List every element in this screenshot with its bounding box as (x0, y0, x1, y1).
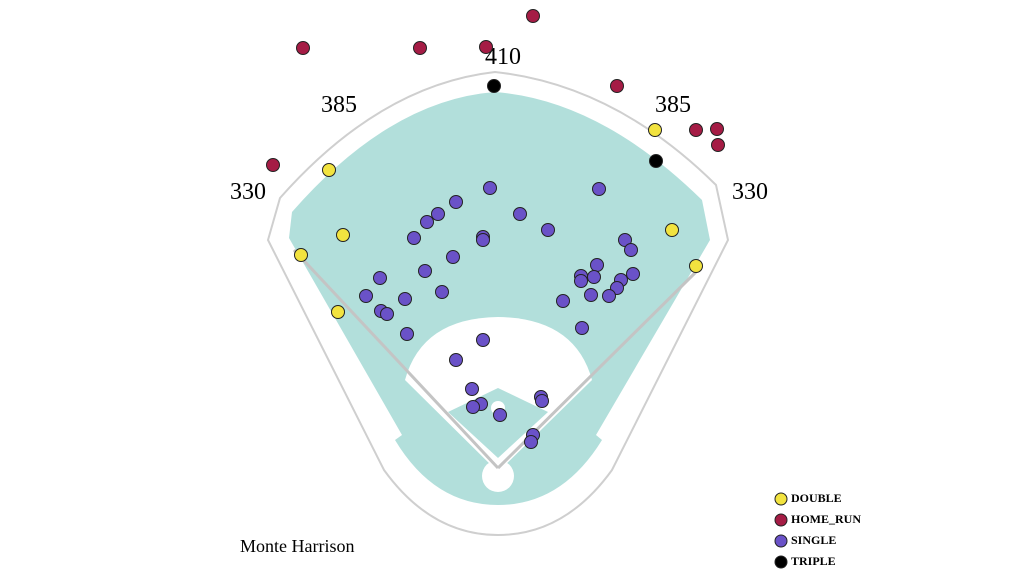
hit-point (541, 223, 555, 237)
legend-marker (774, 513, 788, 527)
hit-point (322, 163, 336, 177)
hit-point (435, 285, 449, 299)
distance-label: 330 (230, 179, 266, 205)
legend-label: HOME_RUN (791, 512, 861, 526)
hit-point (446, 250, 460, 264)
hit-point (610, 79, 624, 93)
hit-point (526, 9, 540, 23)
hit-point (476, 233, 490, 247)
hit-point (711, 138, 725, 152)
hit-point (420, 215, 434, 229)
hit-point (524, 435, 538, 449)
hit-point (449, 195, 463, 209)
hit-point (465, 382, 479, 396)
legend-marker (774, 555, 788, 569)
hit-point (487, 79, 501, 93)
distance-label: 385 (655, 92, 691, 118)
player-name: Monte Harrison (240, 536, 354, 556)
hit-point (431, 207, 445, 221)
hit-point (689, 123, 703, 137)
hit-point (296, 41, 310, 55)
legend-marker (774, 534, 788, 548)
hit-point (418, 264, 432, 278)
hit-point (648, 123, 662, 137)
hit-point (587, 270, 601, 284)
home-plate-area (482, 460, 514, 492)
hit-point (476, 333, 490, 347)
hit-point (479, 40, 493, 54)
hit-point (336, 228, 350, 242)
hit-point (398, 292, 412, 306)
hit-point (689, 259, 703, 273)
hit-point (649, 154, 663, 168)
hit-point (624, 243, 638, 257)
hit-point (373, 271, 387, 285)
hit-point (602, 289, 616, 303)
foul-line (292, 248, 500, 470)
hit-point (266, 158, 280, 172)
hit-point (574, 274, 588, 288)
legend-label: TRIPLE (791, 554, 836, 568)
hit-point (626, 267, 640, 281)
distance-label: 330 (732, 179, 768, 205)
hit-point (407, 231, 421, 245)
hit-point (380, 307, 394, 321)
hit-point (575, 321, 589, 335)
distance-label: 385 (321, 92, 357, 118)
hit-point (535, 394, 549, 408)
hit-point (359, 289, 373, 303)
hit-point (710, 122, 724, 136)
legend-marker (774, 492, 788, 506)
hit-point (449, 353, 463, 367)
hit-point (556, 294, 570, 308)
hit-point (483, 181, 497, 195)
hit-point (665, 223, 679, 237)
hit-point (493, 408, 507, 422)
legend-label: DOUBLE (791, 491, 842, 505)
outfield-grass (289, 92, 710, 505)
hit-point (513, 207, 527, 221)
hit-point (466, 400, 480, 414)
legend-label: SINGLE (791, 533, 836, 547)
hit-point (413, 41, 427, 55)
hit-point (584, 288, 598, 302)
hit-point (331, 305, 345, 319)
hit-point (400, 327, 414, 341)
hit-point (294, 248, 308, 262)
hit-point (592, 182, 606, 196)
hit-point (590, 258, 604, 272)
